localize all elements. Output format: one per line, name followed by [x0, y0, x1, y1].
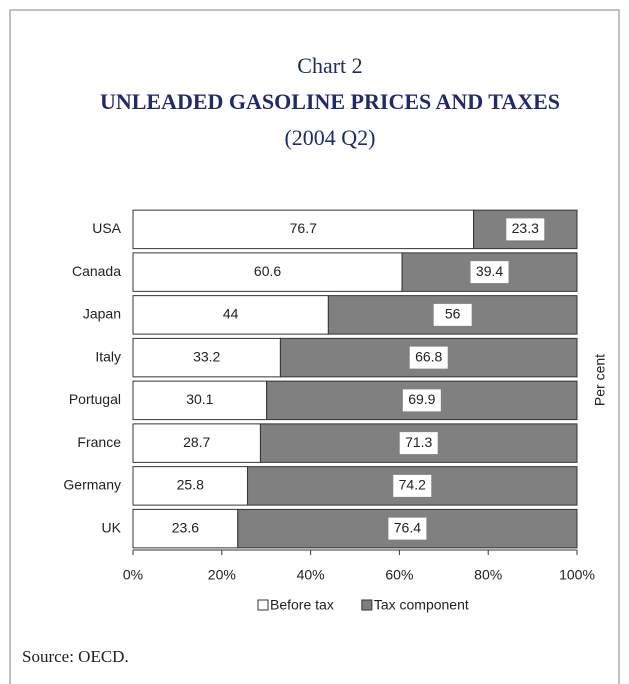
- data-label: 23.6: [172, 519, 199, 535]
- label-box: [388, 517, 427, 540]
- y-tick-label: France: [77, 434, 121, 450]
- data-label: 76.4: [394, 519, 421, 535]
- source: Source: OECD.: [22, 647, 129, 666]
- label-box: [506, 218, 545, 241]
- data-label: 76.7: [290, 220, 317, 236]
- x-tick-label: 0%: [123, 567, 143, 583]
- y-tick-label: Portugal: [69, 391, 121, 407]
- x-tick-label: 100%: [559, 567, 595, 583]
- data-label: 25.8: [177, 477, 204, 493]
- x-tick-label: 60%: [385, 567, 413, 583]
- x-tick-label: 20%: [208, 567, 236, 583]
- bar-segment: [132, 252, 403, 292]
- y-tick-label: Japan: [83, 306, 121, 322]
- legend-swatch: [361, 599, 373, 611]
- y-tick-label: Italy: [95, 348, 121, 364]
- bar-segment: [132, 337, 281, 378]
- label-box: [399, 432, 438, 455]
- axis-label: Per cent: [592, 354, 608, 406]
- label-box: [402, 389, 441, 412]
- bar-segment: [132, 466, 249, 506]
- legend-label: Before tax: [270, 597, 334, 613]
- data-label: 60.6: [254, 263, 281, 279]
- data-label: 56: [445, 306, 461, 322]
- x-tick-label: 40%: [297, 567, 325, 583]
- chart-title: UNLEADED GASOLINE PRICES AND TAXES: [100, 89, 560, 114]
- data-label: 69.9: [408, 391, 435, 407]
- chart-subtitle: (2004 Q2): [284, 125, 375, 150]
- bar-segment: [132, 295, 329, 335]
- label-box: [433, 303, 472, 326]
- label-box: [409, 346, 448, 369]
- data-label: 33.2: [193, 348, 220, 364]
- y-tick-label: UK: [102, 519, 122, 535]
- data-label: 39.4: [476, 263, 503, 279]
- data-label: 23.3: [512, 220, 539, 236]
- data-label: 30.1: [186, 391, 213, 407]
- data-label: 28.7: [183, 434, 210, 450]
- label-box: [393, 474, 432, 497]
- data-label: 71.3: [405, 434, 432, 450]
- data-label: 74.2: [399, 477, 426, 493]
- frame: [9, 9, 620, 684]
- y-tick-label: Canada: [72, 263, 121, 279]
- x-tick-label: 80%: [474, 567, 502, 583]
- label-box: [470, 261, 509, 284]
- y-tick-label: Germany: [63, 477, 121, 493]
- chart-label: Chart 2: [297, 53, 362, 78]
- legend-swatch: [257, 599, 269, 611]
- data-label: 44: [223, 306, 239, 322]
- legend-label: Tax component: [374, 597, 469, 613]
- data-label: 66.8: [415, 348, 442, 364]
- y-tick-label: USA: [92, 220, 121, 236]
